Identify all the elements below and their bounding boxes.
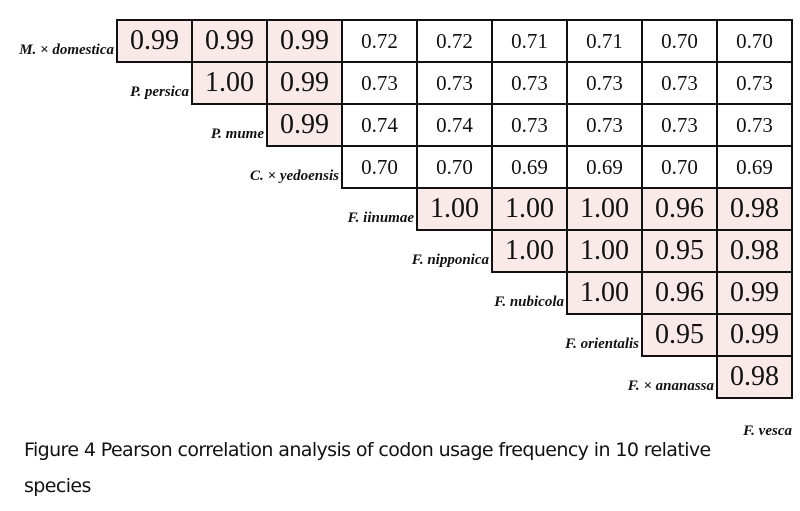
row-label: P. persica [130, 84, 189, 100]
matrix-cell: 0.99 [266, 61, 343, 105]
matrix-cell: 0.73 [491, 61, 568, 105]
matrix-cell: 1.00 [491, 229, 568, 273]
matrix-cell: 0.74 [341, 103, 418, 147]
matrix-cell: 0.95 [641, 313, 718, 357]
matrix-cell: 1.00 [566, 229, 643, 273]
matrix-cell: 0.73 [566, 103, 643, 147]
matrix-cell: 1.00 [566, 187, 643, 231]
matrix-cell: 1.00 [566, 271, 643, 315]
matrix-cell: 0.70 [341, 145, 418, 189]
matrix-cell: 1.00 [191, 61, 268, 105]
matrix-cell: 0.99 [116, 19, 193, 63]
matrix-cell: 0.98 [716, 229, 793, 273]
matrix-cell: 0.99 [266, 103, 343, 147]
matrix-cell: 0.69 [716, 145, 793, 189]
matrix-cell: 0.99 [191, 19, 268, 63]
matrix-cell: 0.99 [266, 19, 343, 63]
matrix-cell: 0.71 [491, 19, 568, 63]
matrix-cell: 0.70 [416, 145, 493, 189]
matrix-cell: 0.70 [641, 19, 718, 63]
row-label: F. orientalis [565, 336, 639, 352]
matrix-cell: 0.73 [716, 103, 793, 147]
row-label: F. iinumae [347, 210, 414, 226]
matrix-cell: 0.73 [566, 61, 643, 105]
matrix-cell: 0.72 [416, 19, 493, 63]
matrix-cell: 0.69 [566, 145, 643, 189]
row-label: F. × ananassa [627, 378, 714, 394]
row-label-last: F. vesca [743, 423, 792, 439]
matrix-cell: 0.74 [416, 103, 493, 147]
matrix-cell: 0.73 [641, 61, 718, 105]
matrix-cell: 0.69 [491, 145, 568, 189]
matrix-cell: 0.73 [716, 61, 793, 105]
matrix-cell: 1.00 [416, 187, 493, 231]
matrix-cell: 0.98 [716, 355, 793, 399]
matrix-cell: 0.72 [341, 19, 418, 63]
figure-caption: Figure 4 Pearson correlation analysis of… [24, 439, 711, 497]
row-label: P. mume [210, 126, 264, 142]
row-label: M. × domestica [19, 42, 114, 58]
matrix-cell: 0.95 [641, 229, 718, 273]
matrix-cell: 0.70 [641, 145, 718, 189]
matrix-cell: 0.71 [566, 19, 643, 63]
row-label: F. nipponica [411, 252, 489, 268]
matrix-cell: 0.73 [641, 103, 718, 147]
row-label: C. × yedoensis [250, 168, 339, 184]
matrix-cell: 0.98 [716, 187, 793, 231]
matrix-cell: 0.70 [716, 19, 793, 63]
matrix-cell: 0.73 [491, 103, 568, 147]
matrix-cell: 0.73 [341, 61, 418, 105]
matrix-cell: 0.96 [641, 187, 718, 231]
matrix-cell: 0.99 [716, 313, 793, 357]
matrix-cell: 0.96 [641, 271, 718, 315]
matrix-cell: 0.73 [416, 61, 493, 105]
row-label: F. nubicola [494, 294, 564, 310]
matrix-cell: 1.00 [491, 187, 568, 231]
matrix-cell: 0.99 [716, 271, 793, 315]
